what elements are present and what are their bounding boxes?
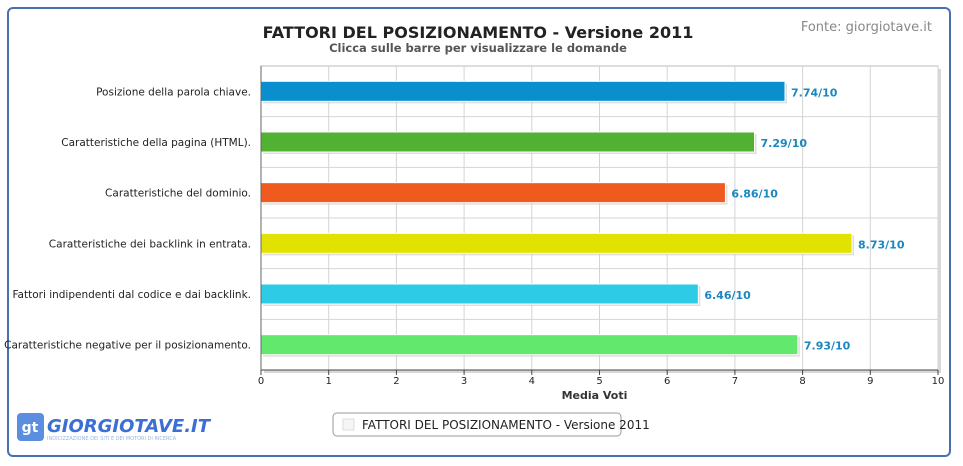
category-label: Caratteristiche della pagina (HTML). xyxy=(61,137,251,149)
x-tick-label: 4 xyxy=(529,376,535,387)
logo: gt GIORGIOTAVE.IT INDICIZZAZIONE DEI SIT… xyxy=(17,413,212,442)
logo-badge xyxy=(17,413,44,441)
chart-subtitle: Clicca sulle barre per visualizzare le d… xyxy=(329,41,627,55)
data-labels: 7.74/10 7.29/10 6.86/10 8.73/10 6.46/10 7.93/… xyxy=(704,86,904,352)
bar[interactable] xyxy=(260,232,853,254)
bar[interactable] xyxy=(260,131,756,153)
category-label: Caratteristiche del dominio. xyxy=(105,188,251,200)
bar[interactable] xyxy=(260,283,699,305)
bar[interactable] xyxy=(260,334,799,356)
x-tick-label: 6 xyxy=(664,376,670,387)
category-label: Fattori indipendenti dal codice e dai ba… xyxy=(12,289,251,301)
x-tick-label: 8 xyxy=(799,376,805,387)
legend-label: FATTORI DEL POSIZIONAMENTO - Versione 20… xyxy=(362,418,650,432)
category-label: Caratteristiche negative per il posizion… xyxy=(4,340,251,352)
bar[interactable] xyxy=(260,182,726,204)
logo-tagline: INDICIZZAZIONE DEI SITI E DEI MOTORI DI … xyxy=(47,436,177,442)
data-label: 7.74/10 xyxy=(791,86,838,99)
chart-title: FATTORI DEL POSIZIONAMENTO - Versione 20… xyxy=(263,23,694,42)
legend-box[interactable] xyxy=(332,412,622,437)
data-label: 6.46/10 xyxy=(704,289,751,302)
x-tick-label: 2 xyxy=(393,376,399,387)
logo-name: GIORGIOTAVE.IT xyxy=(47,416,212,437)
category-label: Posizione della parola chiave. xyxy=(96,86,251,98)
x-tick-label: 0 xyxy=(258,376,264,387)
data-label: 6.86/10 xyxy=(731,188,778,201)
bars xyxy=(260,80,855,357)
category-labels: Posizione della parola chiave. Caratteris… xyxy=(4,86,251,351)
x-tick-label: 7 xyxy=(732,376,738,387)
x-tick-label: 1 xyxy=(326,376,332,387)
data-label: 7.93/10 xyxy=(804,340,851,353)
x-tick-label: 10 xyxy=(932,376,945,387)
data-label: 7.29/10 xyxy=(761,137,808,150)
category-label: Caratteristiche dei backlink in entrata. xyxy=(49,238,251,250)
x-axis-label: Media Voti xyxy=(562,389,628,402)
x-tick-label: 5 xyxy=(596,376,602,387)
legend-swatch xyxy=(342,418,355,431)
x-tick-label: 3 xyxy=(461,376,467,387)
x-tick-label: 9 xyxy=(867,376,873,387)
bar[interactable] xyxy=(260,80,786,102)
data-label: 8.73/10 xyxy=(858,238,905,251)
legend[interactable]: FATTORI DEL POSIZIONAMENTO - Versione 20… xyxy=(332,412,650,437)
x-axis: 0 1 2 3 4 5 6 7 8 9 10 xyxy=(258,66,945,387)
source-credit: Fonte: giorgiotave.it xyxy=(801,20,932,35)
logo-badge-text: gt xyxy=(22,420,39,436)
